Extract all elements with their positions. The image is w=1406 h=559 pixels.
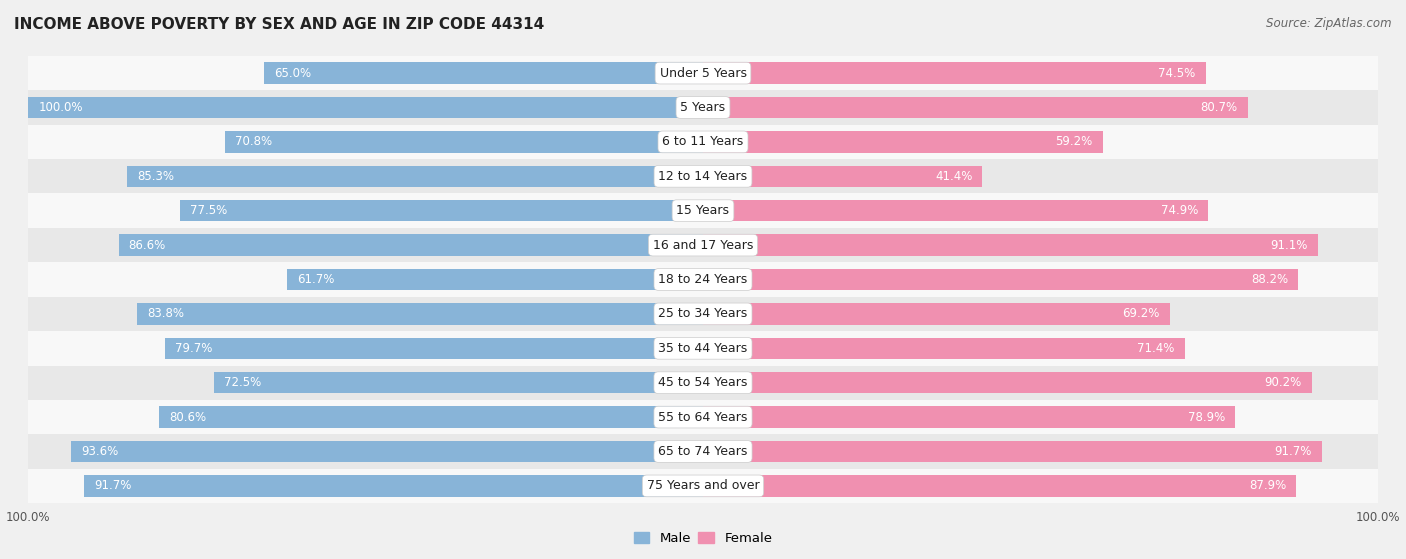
Bar [138, 303, 703, 325]
Bar [703, 406, 1236, 428]
Text: 65 to 74 Years: 65 to 74 Years [658, 445, 748, 458]
Text: 35 to 44 Years: 35 to 44 Years [658, 342, 748, 355]
Bar [28, 262, 1378, 297]
Bar [28, 193, 1378, 228]
Text: 87.9%: 87.9% [1249, 480, 1286, 492]
Text: 75 Years and over: 75 Years and over [647, 480, 759, 492]
Bar [703, 200, 1209, 221]
Text: 91.1%: 91.1% [1270, 239, 1308, 252]
Text: Under 5 Years: Under 5 Years [659, 67, 747, 79]
Text: 100.0%: 100.0% [6, 511, 51, 524]
Bar [28, 159, 1378, 193]
Bar [28, 400, 1378, 434]
Text: 5 Years: 5 Years [681, 101, 725, 114]
Text: Source: ZipAtlas.com: Source: ZipAtlas.com [1267, 17, 1392, 30]
Bar [28, 331, 1378, 366]
Bar [28, 97, 703, 118]
Bar [118, 234, 703, 256]
Text: 55 to 64 Years: 55 to 64 Years [658, 411, 748, 424]
Bar [28, 125, 1378, 159]
Text: 69.2%: 69.2% [1122, 307, 1160, 320]
Text: 100.0%: 100.0% [38, 101, 83, 114]
Bar [28, 366, 1378, 400]
Text: 70.8%: 70.8% [235, 135, 273, 148]
Text: 78.9%: 78.9% [1188, 411, 1226, 424]
Text: 74.5%: 74.5% [1159, 67, 1195, 79]
Bar [165, 338, 703, 359]
Bar [128, 165, 703, 187]
Bar [703, 269, 1298, 290]
Bar [28, 297, 1378, 331]
Text: 91.7%: 91.7% [94, 480, 132, 492]
Text: 71.4%: 71.4% [1137, 342, 1175, 355]
Bar [703, 234, 1317, 256]
Bar [28, 228, 1378, 262]
Bar [287, 269, 703, 290]
Bar [28, 434, 1378, 468]
Bar [703, 63, 1206, 84]
Bar [703, 475, 1296, 496]
Text: 74.9%: 74.9% [1161, 204, 1198, 217]
Text: 93.6%: 93.6% [82, 445, 118, 458]
Text: 61.7%: 61.7% [297, 273, 335, 286]
Text: 16 and 17 Years: 16 and 17 Years [652, 239, 754, 252]
Bar [28, 91, 1378, 125]
Bar [180, 200, 703, 221]
Bar [703, 338, 1185, 359]
Text: 41.4%: 41.4% [935, 170, 973, 183]
Text: 65.0%: 65.0% [274, 67, 312, 79]
Text: 59.2%: 59.2% [1054, 135, 1092, 148]
Bar [225, 131, 703, 153]
Text: 85.3%: 85.3% [138, 170, 174, 183]
Text: 77.5%: 77.5% [190, 204, 228, 217]
Text: 25 to 34 Years: 25 to 34 Years [658, 307, 748, 320]
Text: 90.2%: 90.2% [1264, 376, 1302, 389]
Bar [214, 372, 703, 394]
Bar [703, 97, 1247, 118]
Bar [703, 165, 983, 187]
Bar [72, 441, 703, 462]
Text: 88.2%: 88.2% [1251, 273, 1288, 286]
Text: INCOME ABOVE POVERTY BY SEX AND AGE IN ZIP CODE 44314: INCOME ABOVE POVERTY BY SEX AND AGE IN Z… [14, 17, 544, 32]
Text: 12 to 14 Years: 12 to 14 Years [658, 170, 748, 183]
Text: 79.7%: 79.7% [176, 342, 212, 355]
Bar [703, 372, 1312, 394]
Text: 100.0%: 100.0% [1355, 511, 1400, 524]
Text: 80.6%: 80.6% [169, 411, 207, 424]
Bar [159, 406, 703, 428]
Text: 72.5%: 72.5% [224, 376, 262, 389]
Bar [28, 468, 1378, 503]
Bar [84, 475, 703, 496]
Bar [264, 63, 703, 84]
Text: 83.8%: 83.8% [148, 307, 184, 320]
Text: 80.7%: 80.7% [1201, 101, 1237, 114]
Text: 15 Years: 15 Years [676, 204, 730, 217]
Text: 91.7%: 91.7% [1274, 445, 1312, 458]
Bar [703, 303, 1170, 325]
Text: 86.6%: 86.6% [129, 239, 166, 252]
Legend: Male, Female: Male, Female [628, 527, 778, 550]
Bar [703, 441, 1322, 462]
Text: 6 to 11 Years: 6 to 11 Years [662, 135, 744, 148]
Text: 18 to 24 Years: 18 to 24 Years [658, 273, 748, 286]
Text: 45 to 54 Years: 45 to 54 Years [658, 376, 748, 389]
Bar [28, 56, 1378, 91]
Bar [703, 131, 1102, 153]
